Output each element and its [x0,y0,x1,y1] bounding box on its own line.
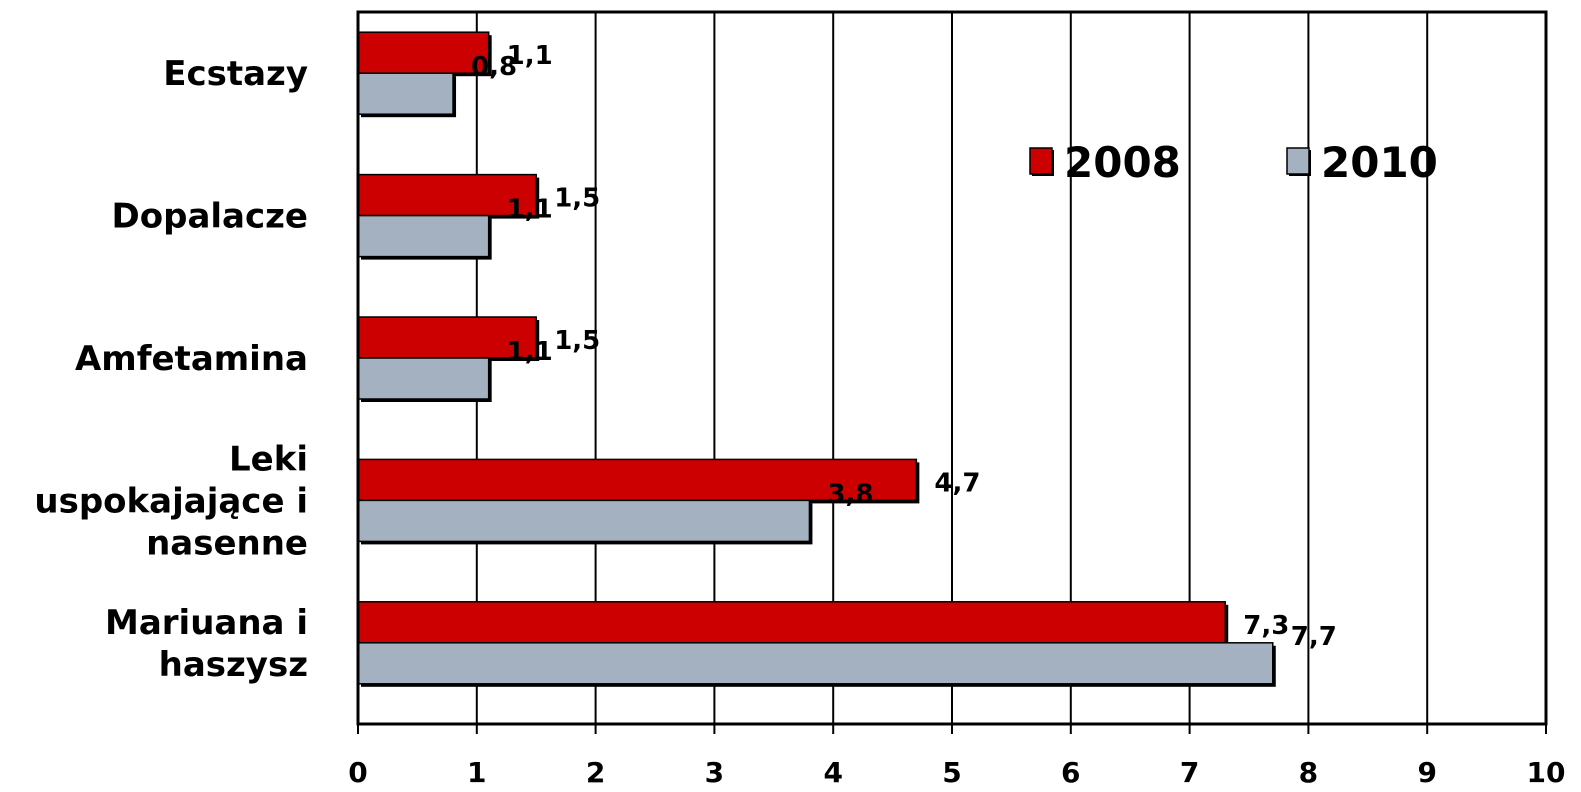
category-label-line: haszysz [159,645,308,685]
data-label: 3,8 [827,479,873,509]
category-label-line: uspokajające i [34,481,308,521]
data-label: 7,3 [1243,611,1289,641]
x-tick-label: 3 [705,756,724,789]
category-label: Amfetamina [75,339,308,379]
data-label: 1,5 [554,184,600,214]
category-label: Dopalacze [112,197,308,237]
x-tick-label: 9 [1417,756,1436,789]
bar-2008 [357,316,537,359]
data-label: 1,5 [554,326,600,356]
bar-2010 [357,357,490,400]
bar-2010 [357,499,811,543]
x-tick-label: 5 [942,756,961,789]
category-label: Leki uspokajające i nasenne [34,439,308,563]
data-label: 1,1 [507,195,553,225]
bars [357,31,1276,687]
bar-2010 [357,214,490,258]
x-tick-label: 8 [1299,756,1318,789]
category-label-line: Dopalacze [112,197,308,237]
data-label: 1,1 [507,337,553,367]
x-tick-label: 10 [1527,756,1566,789]
category-label: Ecstazy [163,54,308,94]
category-labels: Ecstazy Dopalacze Amfetamina Leki uspokajają… [34,54,308,685]
category-label-line: Leki [229,439,308,479]
data-labels: 1,10,81,51,11,51,14,73,87,3 7,7 [471,41,1337,652]
bar-2010 [357,72,454,115]
legend-label-2008: 2008 [1064,138,1181,187]
legend-swatch-2010 [1286,147,1310,175]
x-tick-label: 1 [467,756,486,789]
bar-2008 [357,601,1226,644]
category-label-line: Ecstazy [163,54,308,94]
legend-label-2010: 2010 [1321,138,1438,187]
category-label-line: Mariuana i [105,603,308,643]
x-tick-label: 2 [586,756,605,789]
legend-swatch-2008 [1029,147,1053,175]
category-label-line: Amfetamina [75,339,308,379]
category-label: Mariuana i haszysz [105,603,308,685]
bar-2008 [357,31,490,74]
data-label: 1,1 [507,41,553,71]
category-label-line: nasenne [146,523,308,563]
x-tick-label: 7 [1180,756,1199,789]
x-axis-ticks: 0 1 2 3 4 5 6 7 8 9 10 [348,724,1565,789]
bar-2008 [357,173,537,217]
legend: 2008 2010 [1029,138,1438,187]
x-tick-label: 6 [1061,756,1080,789]
x-tick-label: 0 [348,756,367,789]
data-label: 0,8 [471,52,517,82]
data-label: 4,7 [934,468,980,498]
x-tick-label: 4 [823,756,842,789]
bar-2010 [357,642,1274,685]
bar-2008 [357,458,918,502]
data-label: 7,7 [1291,622,1337,652]
gridlines [475,12,1429,724]
